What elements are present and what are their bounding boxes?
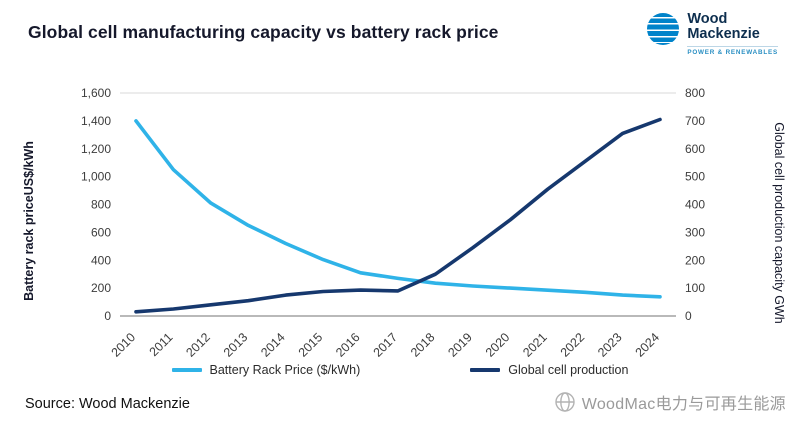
svg-text:2010: 2010 bbox=[109, 330, 139, 360]
svg-text:1,600: 1,600 bbox=[81, 86, 111, 100]
woodmac-logo-text: Wood Mackenzie POWER & RENEWABLES bbox=[687, 12, 778, 56]
svg-text:2023: 2023 bbox=[595, 330, 625, 360]
legend-label: Battery Rack Price ($/kWh) bbox=[209, 363, 361, 377]
svg-text:2022: 2022 bbox=[558, 330, 588, 360]
svg-text:300: 300 bbox=[685, 225, 705, 239]
legend-swatch-light-blue bbox=[171, 368, 202, 372]
left-axis-label: Battery rack priceUS$/kWh bbox=[22, 141, 36, 301]
svg-text:2011: 2011 bbox=[147, 330, 176, 359]
svg-text:700: 700 bbox=[685, 114, 705, 128]
svg-text:100: 100 bbox=[685, 281, 705, 295]
legend-label: Global cell production bbox=[508, 363, 629, 377]
svg-text:600: 600 bbox=[91, 225, 111, 239]
svg-text:2012: 2012 bbox=[183, 330, 213, 360]
svg-text:800: 800 bbox=[91, 198, 111, 212]
svg-text:2018: 2018 bbox=[408, 330, 438, 360]
svg-text:2016: 2016 bbox=[333, 330, 363, 360]
svg-text:2014: 2014 bbox=[258, 330, 288, 360]
svg-text:600: 600 bbox=[685, 142, 705, 156]
source-note: Source: Wood Mackenzie bbox=[25, 396, 190, 412]
woodmac-logo-icon bbox=[647, 13, 680, 45]
svg-text:0: 0 bbox=[685, 309, 692, 323]
svg-text:200: 200 bbox=[91, 281, 111, 295]
legend-item-global-cell-production: Global cell production bbox=[470, 363, 628, 377]
svg-text:2015: 2015 bbox=[296, 330, 326, 360]
chart-plot-area: Battery rack priceUS$/kWh Global cell pr… bbox=[0, 76, 800, 376]
svg-text:1,000: 1,000 bbox=[81, 170, 111, 184]
globe-icon bbox=[555, 392, 575, 412]
woodmac-logo: Wood Mackenzie POWER & RENEWABLES bbox=[646, 12, 778, 56]
chart-title: Global cell manufacturing capacity vs ba… bbox=[28, 22, 499, 42]
right-axis-label: Global cell production capacity GWh bbox=[772, 122, 786, 324]
logo-name-line2: Mackenzie bbox=[687, 26, 760, 42]
svg-text:0: 0 bbox=[104, 309, 111, 323]
svg-text:500: 500 bbox=[685, 170, 705, 184]
svg-text:2024: 2024 bbox=[633, 330, 663, 360]
svg-text:400: 400 bbox=[685, 198, 705, 212]
logo-name-line1: Wood bbox=[687, 11, 728, 27]
svg-text:2017: 2017 bbox=[371, 330, 401, 360]
watermark-text: WoodMac电力与可再生能源 bbox=[581, 396, 786, 413]
svg-text:1,200: 1,200 bbox=[81, 142, 111, 156]
svg-text:1,400: 1,400 bbox=[81, 114, 111, 128]
legend-item-battery-rack-price: Battery Rack Price ($/kWh) bbox=[171, 363, 361, 377]
svg-text:2019: 2019 bbox=[445, 330, 475, 360]
line-chart-svg: 0 200 400 600 800 1,000 1,200 1,400 1,600 0 100 200… bbox=[81, 86, 705, 360]
logo-tagline: POWER & RENEWABLES bbox=[687, 46, 778, 56]
svg-text:2021: 2021 bbox=[520, 330, 550, 360]
svg-text:2020: 2020 bbox=[483, 330, 513, 360]
svg-text:2013: 2013 bbox=[221, 330, 251, 360]
legend-swatch-dark-blue bbox=[470, 368, 501, 372]
watermark: WoodMac电力与可再生能源 bbox=[553, 390, 786, 414]
chart-legend: Battery Rack Price ($/kWh) Global cell p… bbox=[0, 363, 800, 377]
svg-text:400: 400 bbox=[91, 253, 111, 267]
svg-text:800: 800 bbox=[685, 86, 705, 100]
svg-text:200: 200 bbox=[685, 253, 705, 267]
